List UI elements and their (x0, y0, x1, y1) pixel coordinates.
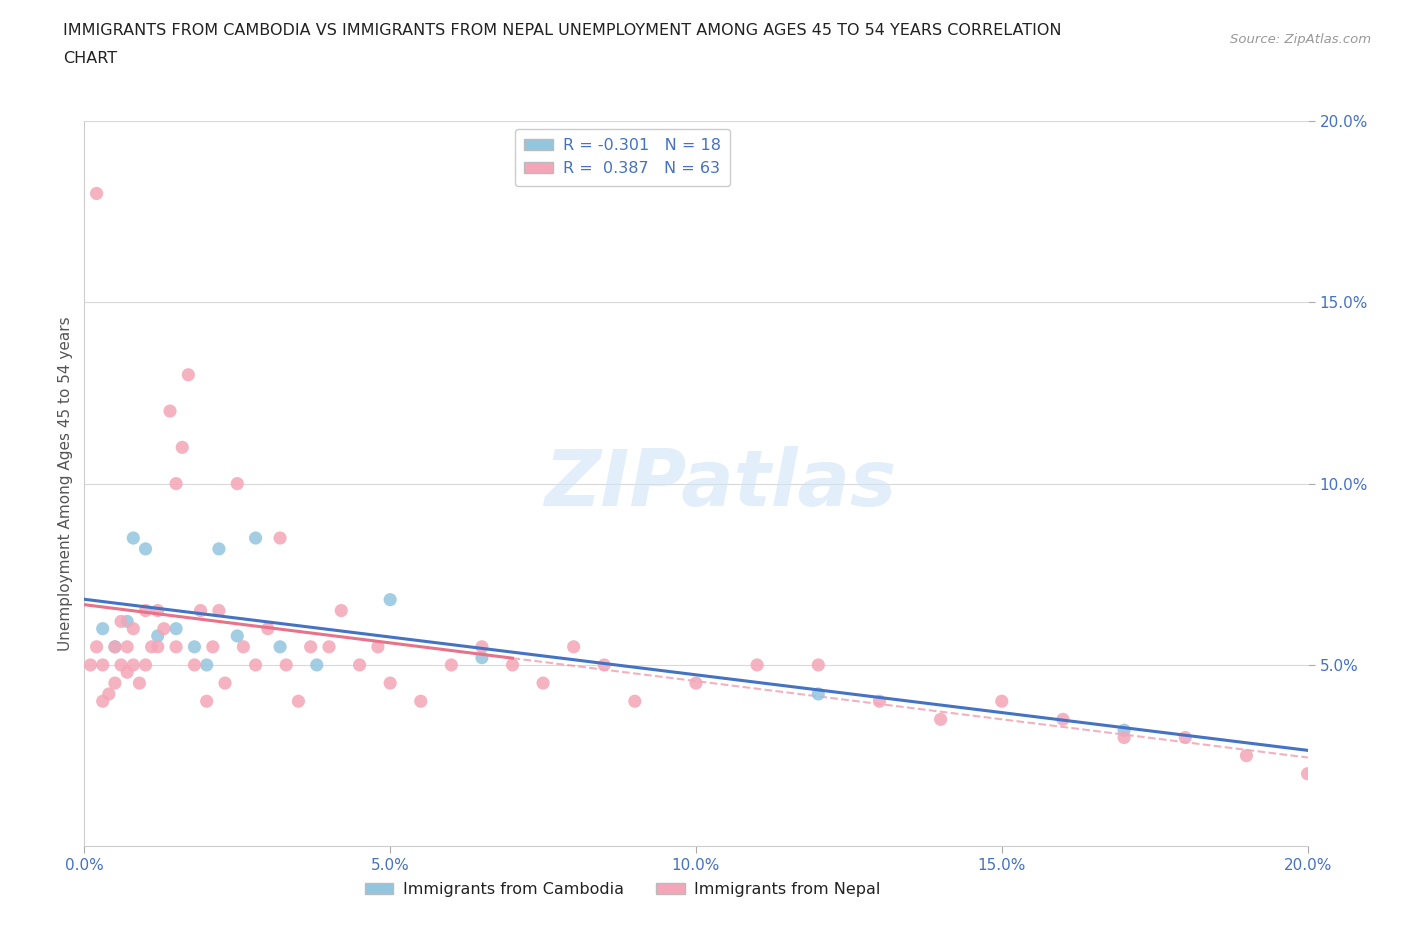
Point (135, 604, 157, 618)
Point (380, 592, 402, 607)
Point (269, 530, 291, 545)
Point (226, 629, 249, 644)
Point (165, 640, 187, 655)
Point (232, 640, 254, 655)
Point (929, 712, 952, 727)
Point (141, 640, 163, 655)
Point (172, 440, 194, 455)
Point (122, 658, 145, 672)
Point (135, 658, 157, 672)
Point (91, 621, 114, 636)
Y-axis label: Unemployment Among Ages 45 to 54 years: Unemployment Among Ages 45 to 54 years (58, 316, 73, 651)
Point (367, 640, 389, 655)
Point (208, 541, 231, 556)
Point (146, 629, 169, 644)
Point (330, 604, 353, 618)
Point (593, 658, 616, 672)
Point (110, 658, 132, 672)
Point (1174, 730, 1197, 745)
Point (1234, 748, 1257, 763)
Point (299, 640, 322, 655)
Point (79, 658, 101, 672)
Point (165, 476, 187, 491)
Point (624, 694, 647, 709)
Point (91, 694, 114, 709)
Point (159, 404, 181, 418)
Point (190, 604, 212, 618)
Point (115, 640, 138, 655)
Point (153, 621, 176, 636)
Point (122, 621, 145, 636)
Point (471, 640, 494, 655)
Point (183, 640, 205, 655)
Point (807, 686, 830, 701)
Point (177, 367, 200, 382)
Point (115, 614, 138, 629)
Point (747, 658, 769, 672)
Legend: Immigrants from Cambodia, Immigrants from Nepal: Immigrants from Cambodia, Immigrants fro… (359, 876, 887, 904)
Point (257, 621, 280, 636)
Point (380, 675, 402, 690)
Point (146, 640, 169, 655)
Point (269, 640, 291, 655)
Point (1114, 730, 1136, 745)
Point (471, 650, 494, 665)
Point (807, 658, 830, 672)
Point (214, 675, 236, 690)
Point (122, 530, 145, 545)
Point (104, 640, 127, 655)
Point (165, 621, 187, 636)
Point (104, 675, 127, 690)
Text: Source: ZipAtlas.com: Source: ZipAtlas.com (1230, 33, 1371, 46)
Text: CHART: CHART (63, 51, 117, 66)
Point (440, 658, 463, 672)
Point (86, 640, 108, 655)
Point (245, 658, 267, 672)
Point (1114, 723, 1136, 737)
Point (276, 658, 298, 672)
Point (531, 675, 554, 690)
Point (135, 541, 157, 556)
Point (195, 658, 218, 672)
Point (305, 658, 328, 672)
Point (1052, 712, 1074, 727)
Point (318, 640, 340, 655)
Point (183, 658, 205, 672)
Point (1296, 766, 1319, 781)
Point (110, 614, 132, 629)
Point (146, 604, 169, 618)
Point (869, 694, 891, 709)
Point (195, 694, 218, 709)
Point (991, 694, 1014, 709)
Point (685, 675, 707, 690)
Text: IMMIGRANTS FROM CAMBODIA VS IMMIGRANTS FROM NEPAL UNEMPLOYMENT AMONG AGES 45 TO : IMMIGRANTS FROM CAMBODIA VS IMMIGRANTS F… (63, 23, 1062, 38)
Point (208, 604, 231, 618)
Point (97, 686, 120, 701)
Point (91, 658, 114, 672)
Point (287, 694, 309, 709)
Point (115, 665, 138, 680)
Point (226, 476, 249, 491)
Point (201, 640, 224, 655)
Point (86, 186, 108, 201)
Point (104, 640, 127, 655)
Point (409, 694, 432, 709)
Point (349, 658, 371, 672)
Point (128, 675, 150, 690)
Text: ZIPatlas: ZIPatlas (544, 445, 897, 522)
Point (502, 658, 524, 672)
Point (562, 640, 585, 655)
Point (245, 530, 267, 545)
